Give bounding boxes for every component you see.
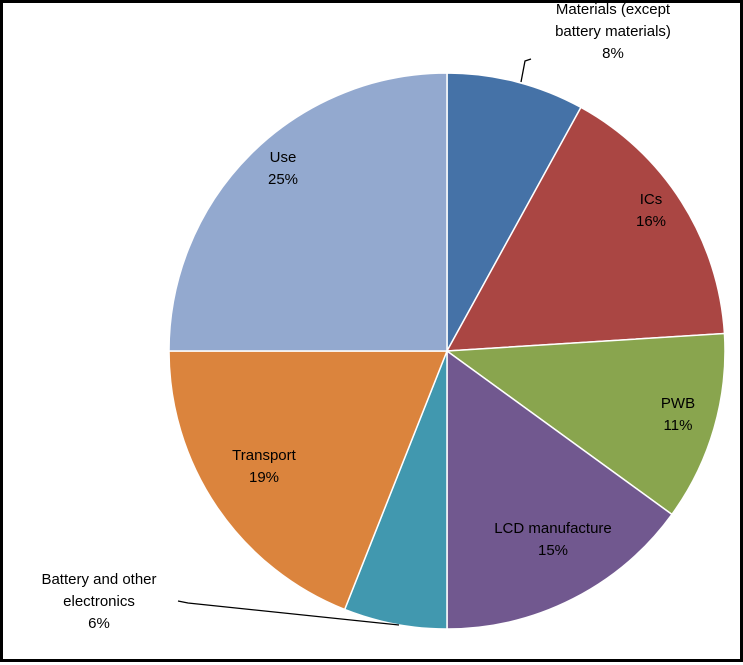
slice-label-use: Use: [270, 149, 297, 166]
slice-percent-materials-except-battery-materials: 8%: [602, 45, 624, 62]
slice-label-transport: Transport: [232, 447, 296, 464]
pie-slice-materials-except-battery-materials: [446, 72, 582, 352]
slice-percent-transport: 19%: [249, 469, 279, 486]
slice-percent-battery-and-other-electronics: 6%: [88, 615, 110, 632]
slice-percent-lcd-manufacture: 15%: [538, 542, 568, 559]
slice-label-lcd-manufacture: LCD manufacture: [494, 520, 612, 537]
pie-slice-use: [168, 72, 448, 352]
slice-percent-use: 25%: [268, 171, 298, 188]
pie-slice-pwb: [444, 332, 726, 516]
slice-label-pwb: PWB: [661, 395, 695, 412]
leader-line-battery-and-other-electronics: [177, 600, 400, 626]
leader-line-materials-except-battery-materials: [520, 58, 532, 83]
slice-label-materials-except-battery-materials: Materials (except: [556, 3, 671, 18]
slice-label-ics: ICs: [640, 191, 663, 208]
slice-label-battery-and-other-electronics: electronics: [63, 593, 135, 610]
pie-chart: Materials (except battery materials) 8% ICs…: [41, 3, 726, 632]
pie-slice-transport: [168, 350, 449, 611]
slice-label-battery-and-other-electronics: Battery and other: [41, 571, 156, 588]
slice-percent-pwb: 11%: [664, 417, 693, 434]
slice-percent-ics: 16%: [636, 213, 666, 230]
pie-slice-lcd-manufacture: [446, 349, 673, 630]
slice-label-materials-except-battery-materials: battery materials): [555, 23, 671, 40]
pie-slice-ics: [445, 106, 726, 352]
